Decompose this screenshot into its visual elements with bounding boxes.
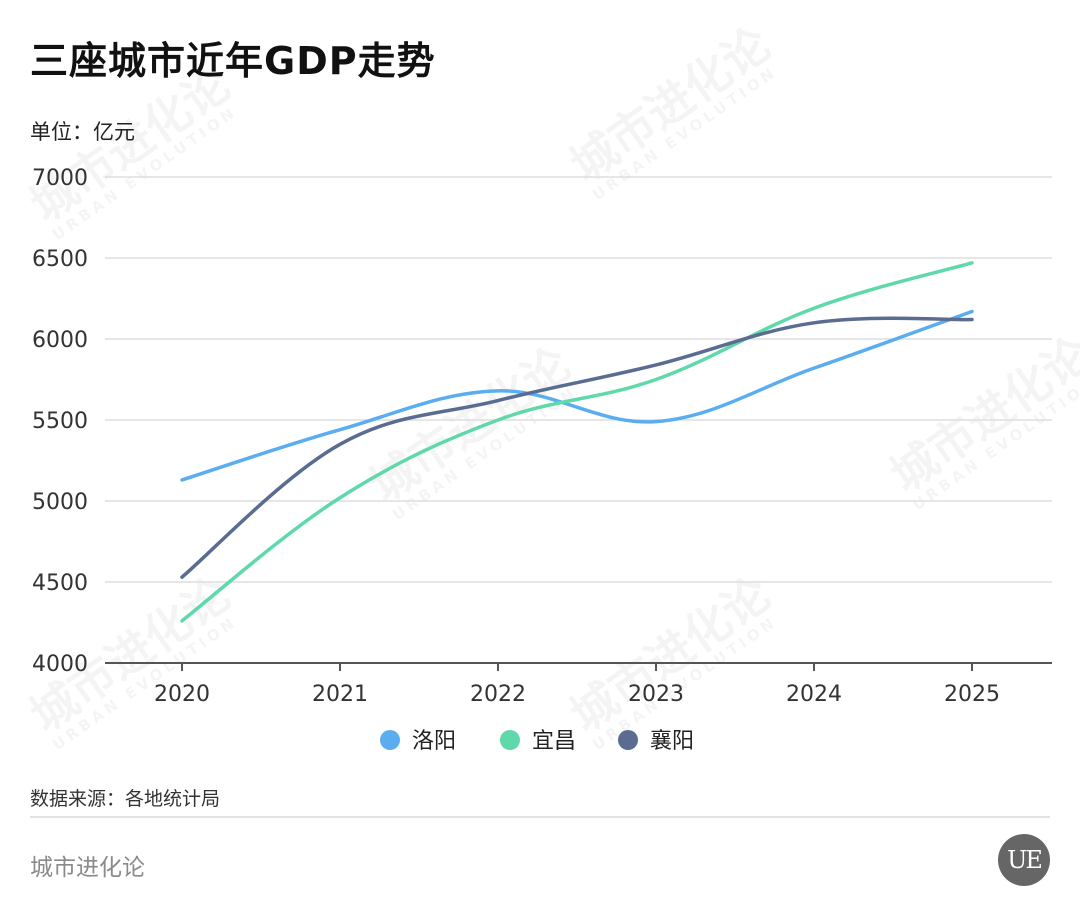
- y-tick-label: 5000: [32, 490, 88, 515]
- legend-label: 洛阳: [412, 729, 456, 754]
- x-tick-label: 2025: [944, 682, 1000, 707]
- y-tick-label: 6500: [32, 247, 88, 272]
- y-tick-label: 4000: [32, 652, 88, 677]
- legend-label: 襄阳: [650, 729, 694, 754]
- x-tick-label: 2023: [628, 682, 684, 707]
- chart-title: 三座城市近年GDP走势: [30, 39, 436, 83]
- y-tick-label: 6000: [32, 328, 88, 353]
- legend-marker: [618, 730, 638, 750]
- series-line-洛阳: [180, 309, 974, 482]
- x-tick-label: 2020: [154, 682, 210, 707]
- line-chart: 4000 4500 5000 5500 6000 6500 7000 2020 2021 2022…: [32, 166, 1052, 754]
- y-tick-label: 5500: [32, 409, 88, 434]
- divider: [30, 816, 1050, 818]
- brand-logo: UE: [998, 834, 1050, 886]
- x-tick-label: 2021: [312, 682, 368, 707]
- legend-marker: [380, 730, 400, 750]
- y-tick-label: 7000: [32, 166, 88, 191]
- series-line-宜昌: [180, 261, 974, 623]
- legend-label: 宜昌: [532, 729, 576, 754]
- legend-marker: [500, 730, 520, 750]
- unit-label: 单位：亿元: [30, 120, 135, 144]
- data-source: 数据来源：各地统计局: [30, 788, 221, 810]
- x-tick-label: 2024: [786, 682, 842, 707]
- series-line-襄阳: [180, 316, 974, 579]
- brand-name: 城市进化论: [30, 855, 145, 881]
- y-tick-label: 4500: [32, 571, 88, 596]
- x-tick-label: 2022: [470, 682, 526, 707]
